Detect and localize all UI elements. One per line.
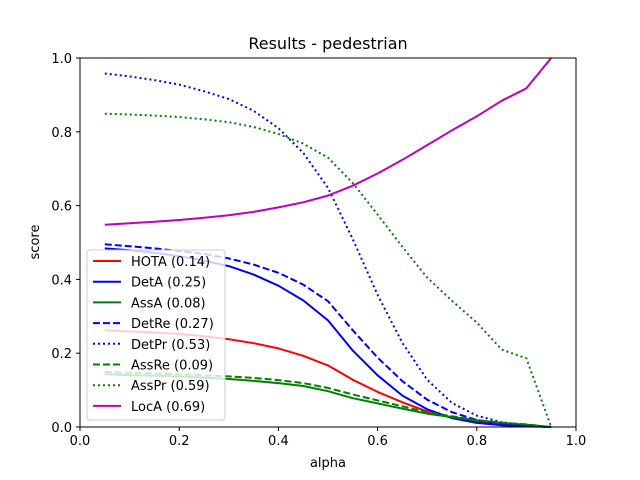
legend-label-6: AssRe (0.09) [131,359,213,374]
y-tick-label: 1.0 [51,52,72,67]
x-tick-label: 0.2 [169,434,190,449]
y-axis-label: score [28,225,43,260]
x-tick-label: 0.8 [466,434,487,449]
plot-frame [79,57,577,428]
legend-box [86,249,226,421]
chart-title: Results - pedestrian [248,34,407,53]
x-tick-label: 0.4 [268,434,289,449]
legend: HOTA (0.14) DetA (0.25) AssA (0.08) DetRe (… [86,249,226,421]
y-tick-label: 0.2 [51,347,72,362]
legend-label-3: AssA (0.08) [131,296,206,311]
legend-label-1: HOTA (0.14) [131,255,210,270]
series-line-8 [104,57,552,226]
legend-label-2: DetA (0.25) [131,276,206,291]
legend-label-8: LocA (0.69) [131,400,205,415]
x-axis-label: alpha [310,456,346,471]
y-tick-label: 0.8 [51,126,72,141]
x-tick-label: 1.0 [566,434,587,449]
legend-label-5: DetPr (0.53) [131,338,210,353]
legend-label-4: DetRe (0.27) [131,317,214,332]
axes-layer: 0.0 0.2 0.4 0.6 0.8 1.0 0.0 0.2 0.4 0.6 0.8 1.0 [51,52,586,449]
x-tick-label: 0.0 [70,434,91,449]
x-tick-label: 0.6 [367,434,388,449]
y-tick-label: 0.4 [51,273,72,288]
series-line-5 [104,72,552,428]
y-tick-label: 0.6 [51,200,72,215]
y-tick-label: 0.0 [51,421,72,436]
series-line-7 [104,112,553,428]
legend-label-7: AssPr (0.59) [131,379,210,394]
